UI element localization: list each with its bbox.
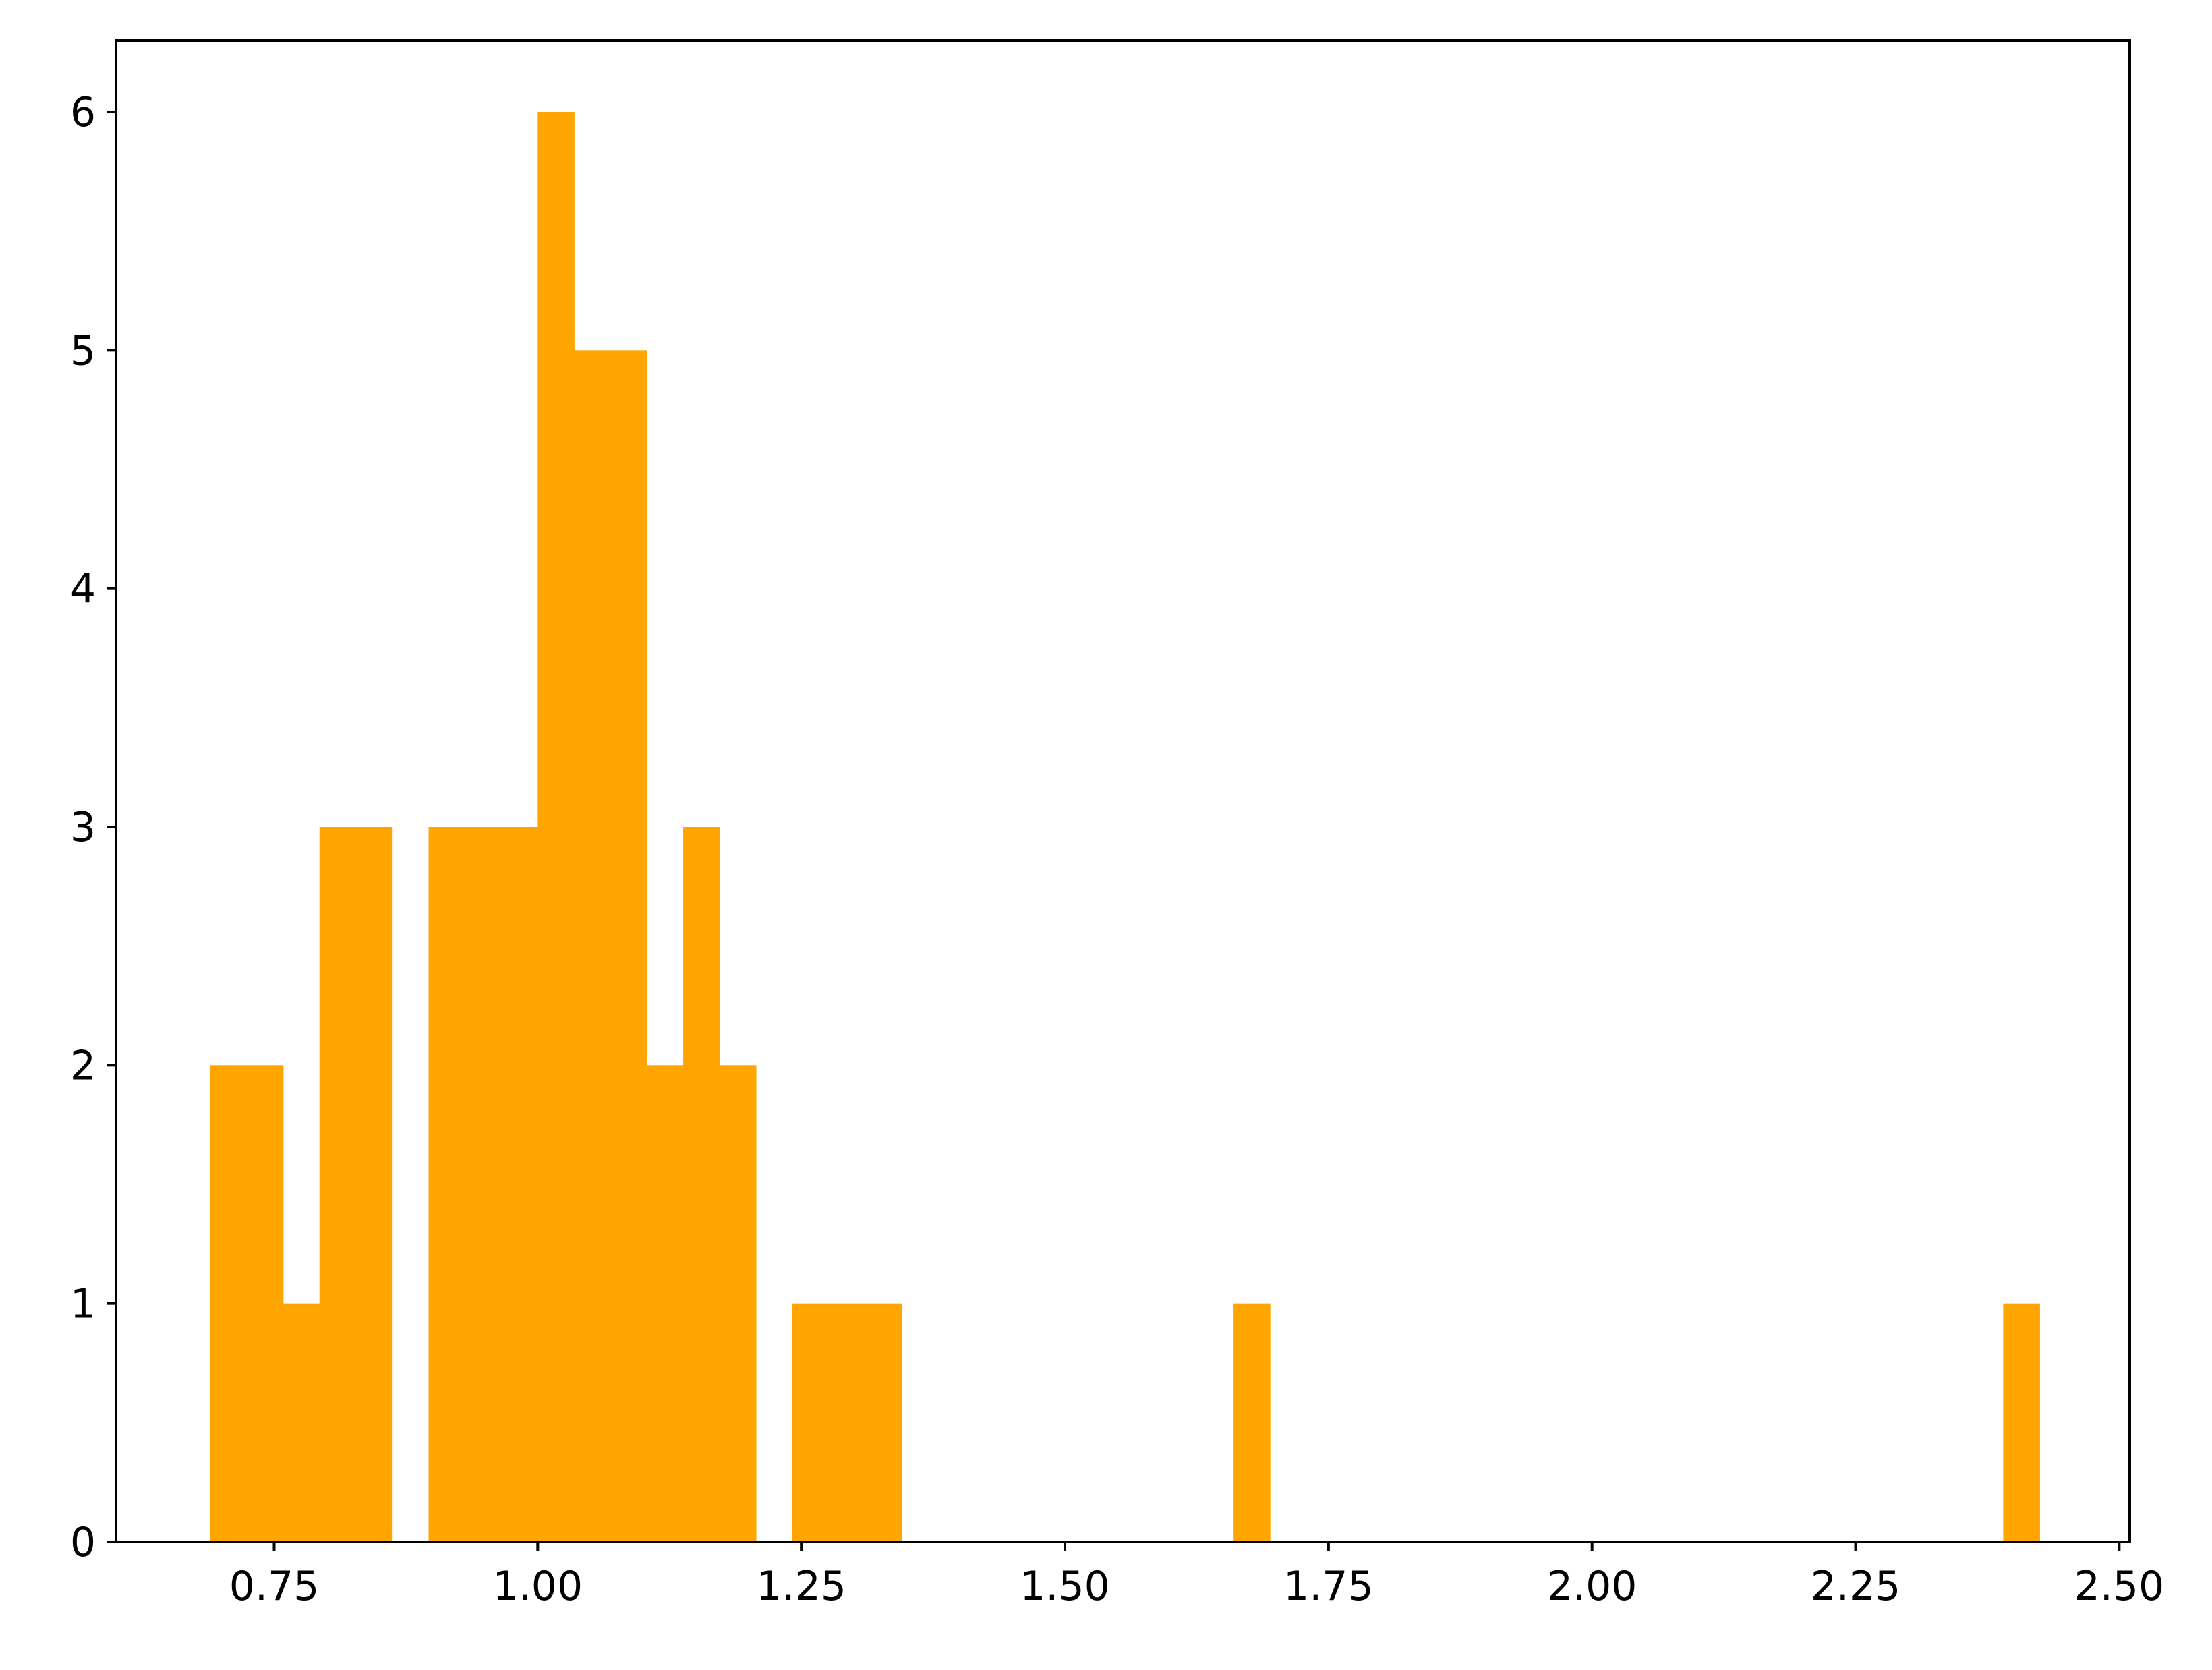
y-tick-label: 6 [70, 89, 96, 136]
x-tick-label: 0.75 [229, 1563, 320, 1610]
y-tick-label: 5 [70, 327, 96, 374]
histogram-bar [465, 827, 502, 1542]
y-tick-label: 4 [70, 566, 96, 613]
x-tick-label: 1.50 [1020, 1563, 1110, 1610]
histogram-bar [210, 1065, 248, 1542]
histogram-bar [319, 827, 357, 1542]
y-tick-label: 1 [70, 1281, 96, 1328]
y-tick-label: 0 [70, 1519, 96, 1566]
histogram-bar [2003, 1303, 2040, 1542]
x-axis: 0.75 1.00 1.25 1.50 1.75 2.00 2.25 2.50 [229, 1542, 2164, 1610]
y-tick-label: 3 [70, 804, 96, 851]
histogram-bar [792, 1303, 830, 1542]
histogram-bar [501, 827, 538, 1542]
histogram-bar [283, 1303, 320, 1542]
x-tick-label: 1.25 [756, 1563, 846, 1610]
y-tick-label: 2 [70, 1042, 96, 1089]
histogram-bar [246, 1065, 284, 1542]
x-tick-label: 2.00 [1547, 1563, 1637, 1610]
histogram-bar [720, 1065, 757, 1542]
histogram-bar [647, 1065, 684, 1542]
x-tick-label: 1.75 [1283, 1563, 1374, 1610]
x-tick-label: 2.25 [1811, 1563, 1901, 1610]
x-tick-label: 1.00 [493, 1563, 583, 1610]
histogram-bar [610, 350, 647, 1543]
histogram-bar [865, 1303, 902, 1542]
x-tick-label: 2.50 [2074, 1563, 2165, 1610]
histogram-bar [828, 1303, 866, 1542]
bars-layer [210, 112, 2040, 1543]
y-axis: 0 1 2 3 4 5 6 [70, 89, 116, 1566]
axes-frame [115, 39, 2131, 1543]
histogram-bar [574, 350, 611, 1543]
histogram-bar [428, 827, 466, 1542]
histogram-bar [537, 112, 575, 1542]
histogram-bar [1233, 1303, 1271, 1542]
histogram-bar [683, 827, 720, 1542]
histogram-bar [355, 827, 393, 1542]
